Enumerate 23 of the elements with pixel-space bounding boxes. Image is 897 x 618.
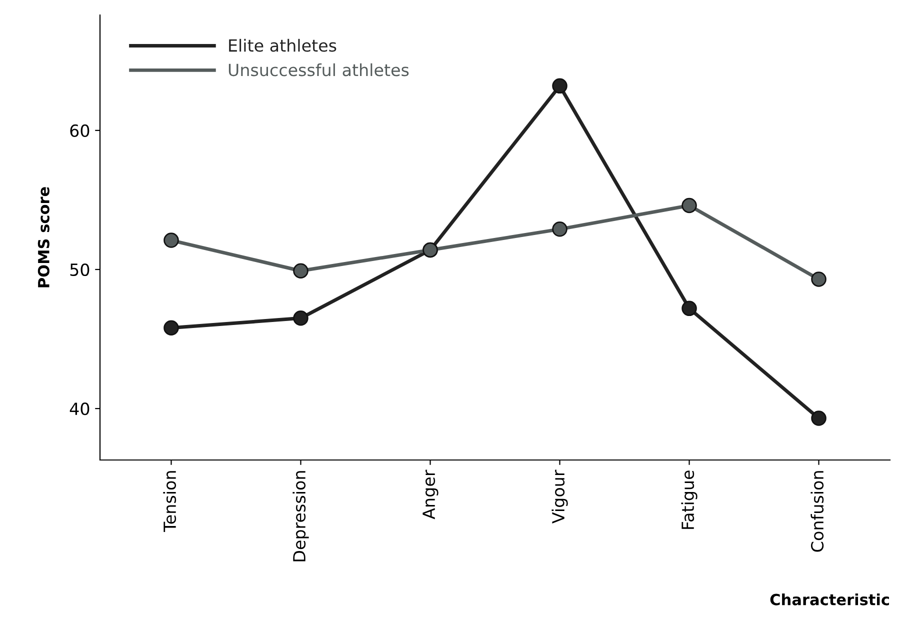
point bbox=[164, 320, 179, 336]
x-tick-label: Anger bbox=[422, 470, 438, 520]
x-tick-label: Tension bbox=[163, 471, 176, 532]
y-tick-label: 40 bbox=[70, 402, 90, 416]
text: Unsuccessful athletes bbox=[228, 63, 409, 76]
point bbox=[682, 198, 697, 214]
point bbox=[552, 222, 568, 237]
point bbox=[811, 272, 826, 287]
point bbox=[552, 78, 568, 94]
y-tick-label: 60 bbox=[70, 124, 90, 137]
x-tick-label: Confusion bbox=[810, 471, 824, 552]
x-tick-label: Depression bbox=[292, 471, 309, 562]
x-tick-label: Fatigue bbox=[681, 470, 698, 529]
x-tick-label: Vigour bbox=[552, 470, 568, 524]
x-axis-title: Characteristic bbox=[770, 594, 889, 606]
y-axis-title: POMS score bbox=[38, 187, 50, 288]
point bbox=[164, 232, 179, 248]
point bbox=[811, 410, 826, 426]
point bbox=[293, 263, 308, 279]
point bbox=[293, 310, 308, 326]
point bbox=[682, 300, 697, 316]
y-tick-label: 50 bbox=[70, 263, 90, 276]
text: Elite athletes bbox=[229, 38, 336, 52]
